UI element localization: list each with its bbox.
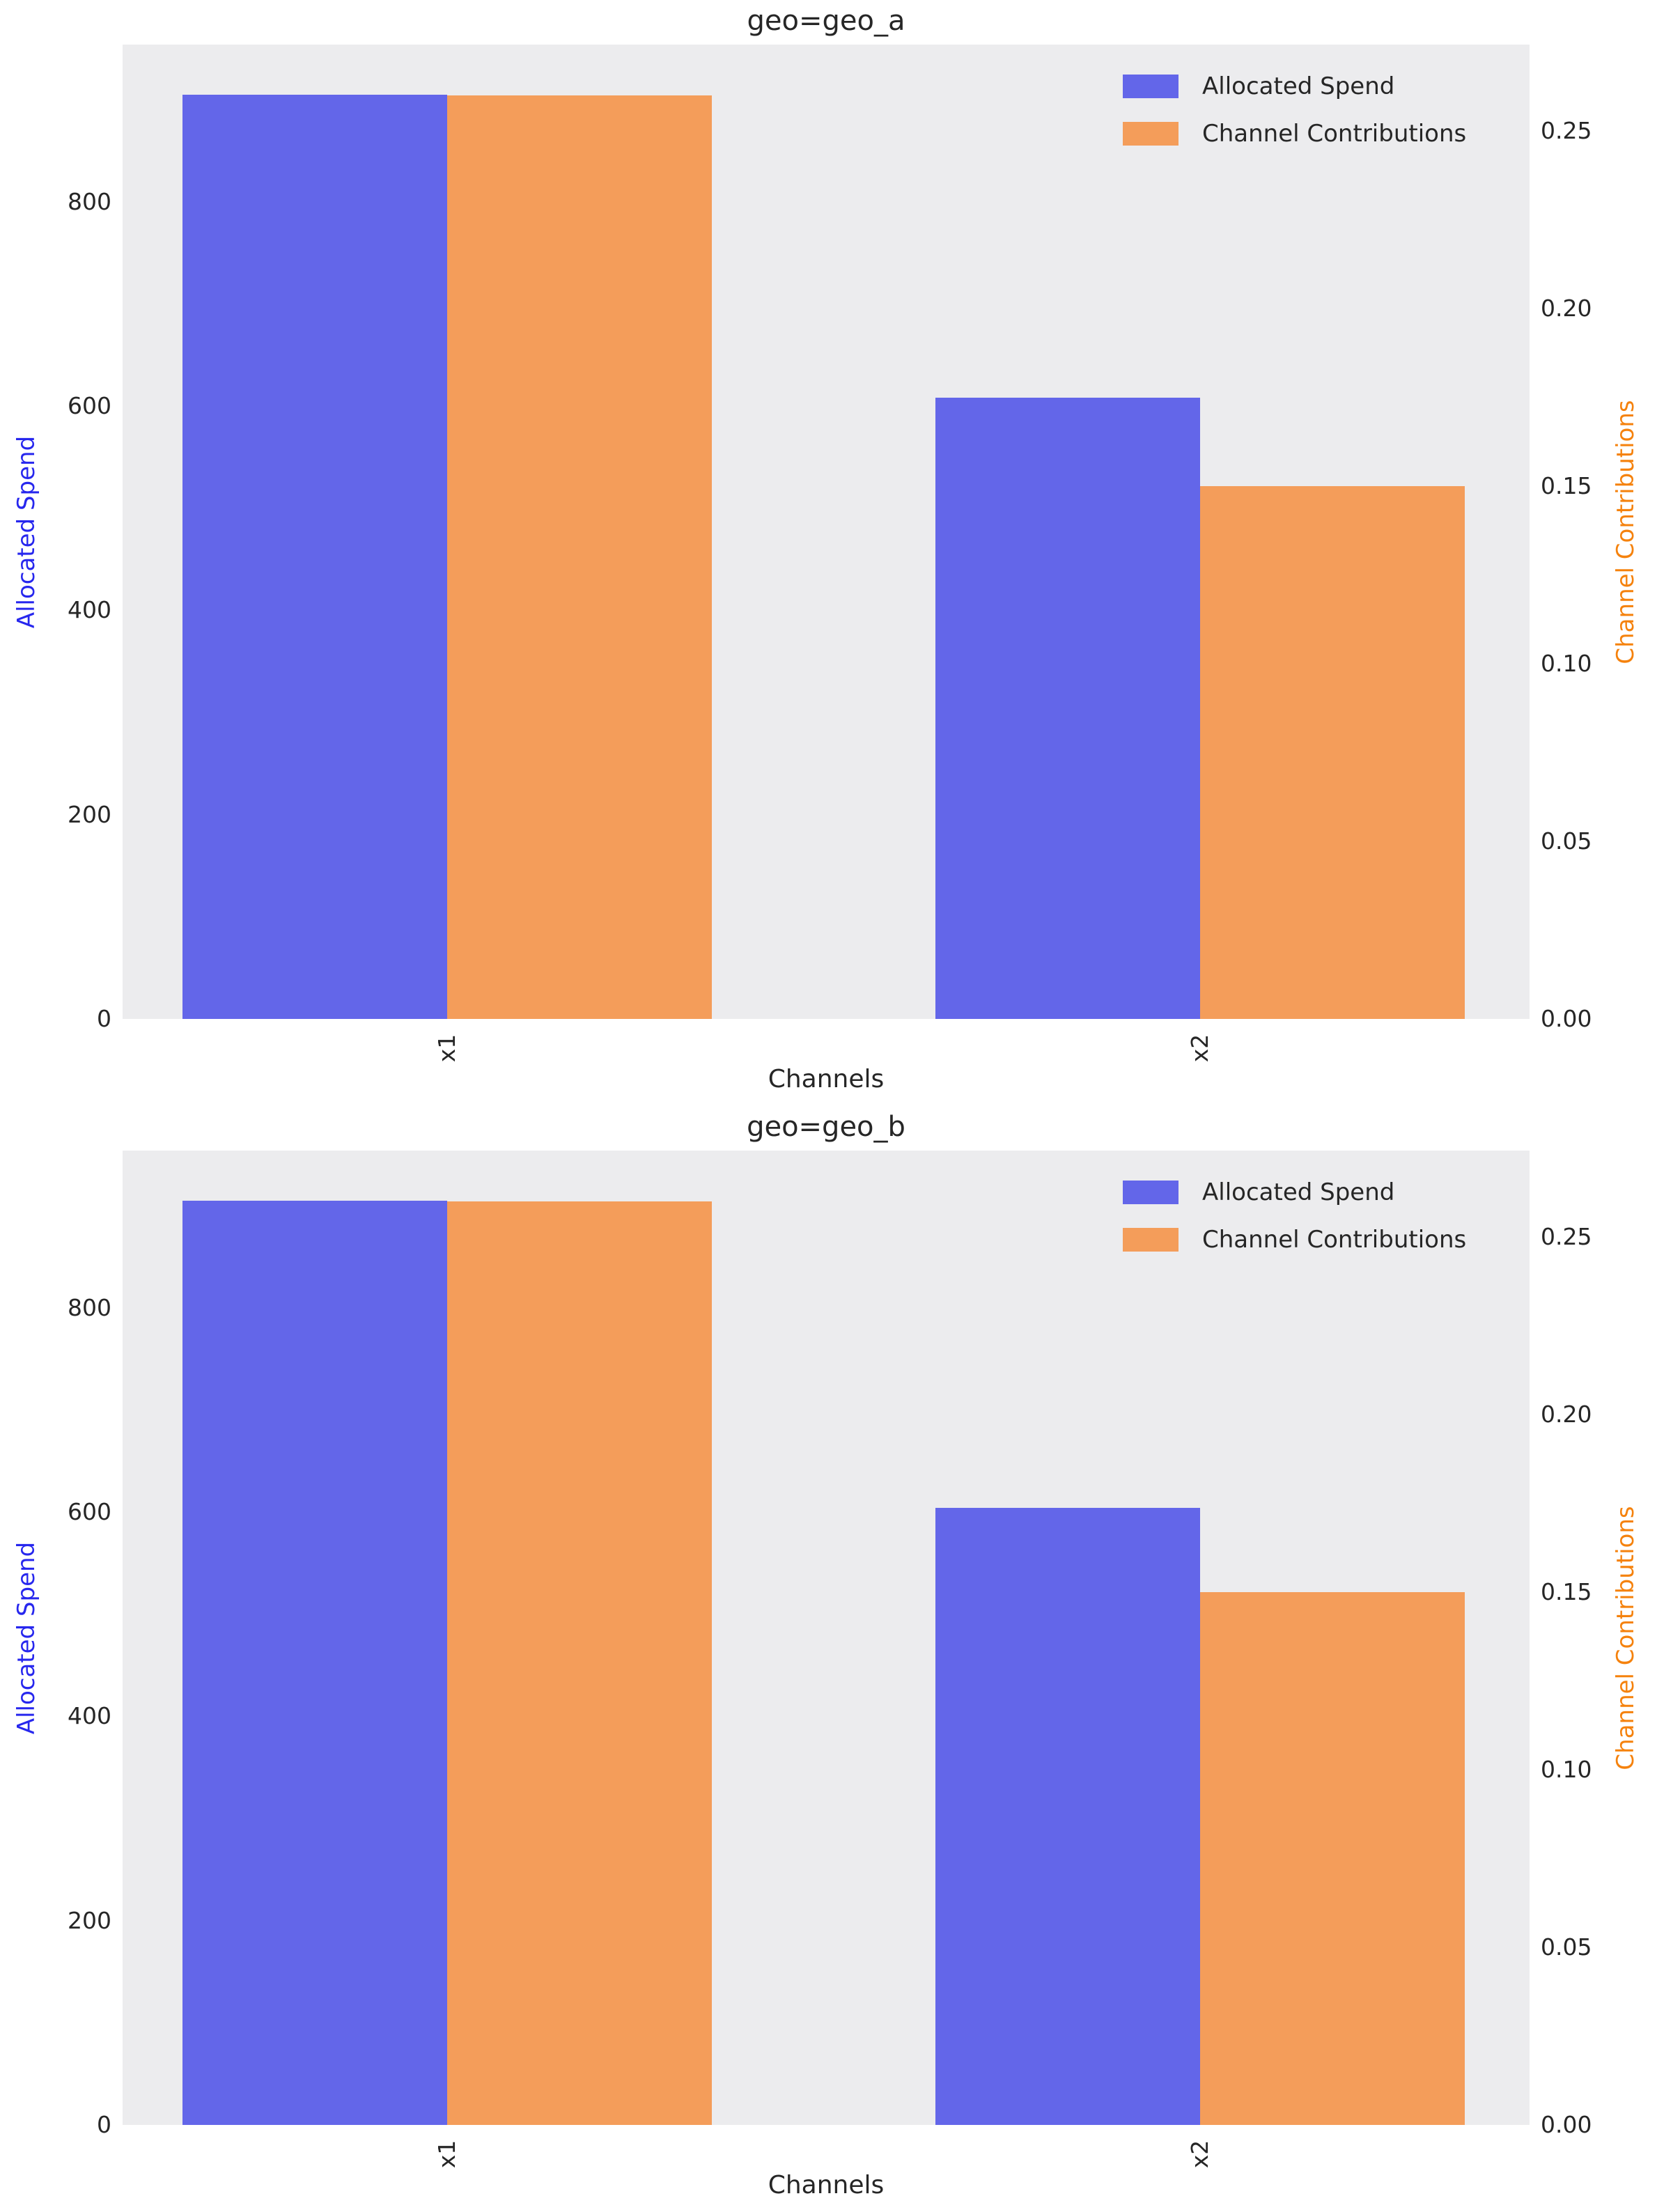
chart-title: geo=geo_a <box>747 5 905 37</box>
chart-geo_b: geo=geo_b 0 200 400 600 800 0.00 0.05 0.10 0.15 0.… <box>0 1106 1657 2212</box>
y-tick-right: 0.05 <box>1541 827 1592 855</box>
legend-item: Allocated Spend <box>1123 72 1466 100</box>
legend-item: Channel Contributions <box>1123 1226 1466 1254</box>
y-axis-label-right: Channel Contributions <box>1612 1505 1640 1770</box>
bar-contribution-x1 <box>447 95 712 1019</box>
y-tick-right: 0.15 <box>1541 472 1592 499</box>
y-tick-left: 800 <box>68 187 111 215</box>
y-axis-label-left: Allocated Spend <box>13 1541 40 1734</box>
legend-item: Channel Contributions <box>1123 120 1466 148</box>
plot-area <box>123 45 1530 1019</box>
y-tick-left: 0 <box>97 1005 111 1032</box>
y-tick-left: 600 <box>68 392 111 420</box>
y-axis-label-left: Allocated Spend <box>13 435 40 628</box>
legend-swatch-allocated-spend <box>1123 1181 1178 1204</box>
y-tick-left: 600 <box>68 1498 111 1526</box>
chart-title: geo=geo_b <box>747 1111 905 1143</box>
legend-swatch-channel-contributions <box>1123 122 1178 146</box>
legend-label: Allocated Spend <box>1202 1178 1395 1206</box>
bar-contribution-x2 <box>1200 486 1465 1019</box>
bar-spend-x2 <box>935 1508 1201 2125</box>
legend: Allocated Spend Channel Contributions <box>1123 72 1466 167</box>
y-tick-left: 800 <box>68 1293 111 1321</box>
bar-spend-x2 <box>935 398 1201 1019</box>
bar-contribution-x1 <box>447 1201 712 2125</box>
y-tick-left: 0 <box>97 2111 111 2138</box>
legend: Allocated Spend Channel Contributions <box>1123 1178 1466 1273</box>
y-tick-left: 200 <box>68 1906 111 1934</box>
y-tick-right: 0.05 <box>1541 1933 1592 1961</box>
y-tick-right: 0.00 <box>1541 1005 1592 1032</box>
y-tick-right: 0.25 <box>1541 1222 1592 1250</box>
y-tick-left: 200 <box>68 800 111 828</box>
x-tick-x2: x2 <box>1186 2140 1214 2169</box>
y-tick-right: 0.00 <box>1541 2111 1592 2138</box>
y-axis-label-right: Channel Contributions <box>1612 399 1640 664</box>
legend-swatch-allocated-spend <box>1123 75 1178 98</box>
y-tick-right: 0.20 <box>1541 1400 1592 1428</box>
legend-swatch-channel-contributions <box>1123 1228 1178 1252</box>
y-tick-right: 0.25 <box>1541 116 1592 144</box>
bar-spend-x1 <box>182 94 448 1019</box>
y-tick-left: 400 <box>68 1702 111 1730</box>
legend-item: Allocated Spend <box>1123 1178 1466 1206</box>
legend-label: Channel Contributions <box>1202 120 1467 148</box>
x-tick-x1: x1 <box>433 2140 460 2169</box>
x-axis-label: Channels <box>768 2171 885 2199</box>
plot-area <box>123 1151 1530 2125</box>
y-tick-right: 0.10 <box>1541 649 1592 677</box>
y-tick-left: 400 <box>68 596 111 624</box>
chart-geo_a: geo=geo_a 0 200 400 600 800 0.00 0.05 0.10 0.15 0.… <box>13 5 1640 1093</box>
x-tick-x1: x1 <box>433 1034 460 1063</box>
legend-label: Channel Contributions <box>1202 1226 1467 1254</box>
x-tick-x2: x2 <box>1186 1034 1214 1063</box>
y-tick-right: 0.20 <box>1541 294 1592 322</box>
y-tick-right: 0.10 <box>1541 1755 1592 1783</box>
bar-spend-x1 <box>182 1200 448 2125</box>
bar-contribution-x2 <box>1200 1592 1465 2125</box>
y-tick-right: 0.15 <box>1541 1578 1592 1605</box>
x-axis-label: Channels <box>768 1065 885 1093</box>
legend-label: Allocated Spend <box>1202 72 1395 100</box>
